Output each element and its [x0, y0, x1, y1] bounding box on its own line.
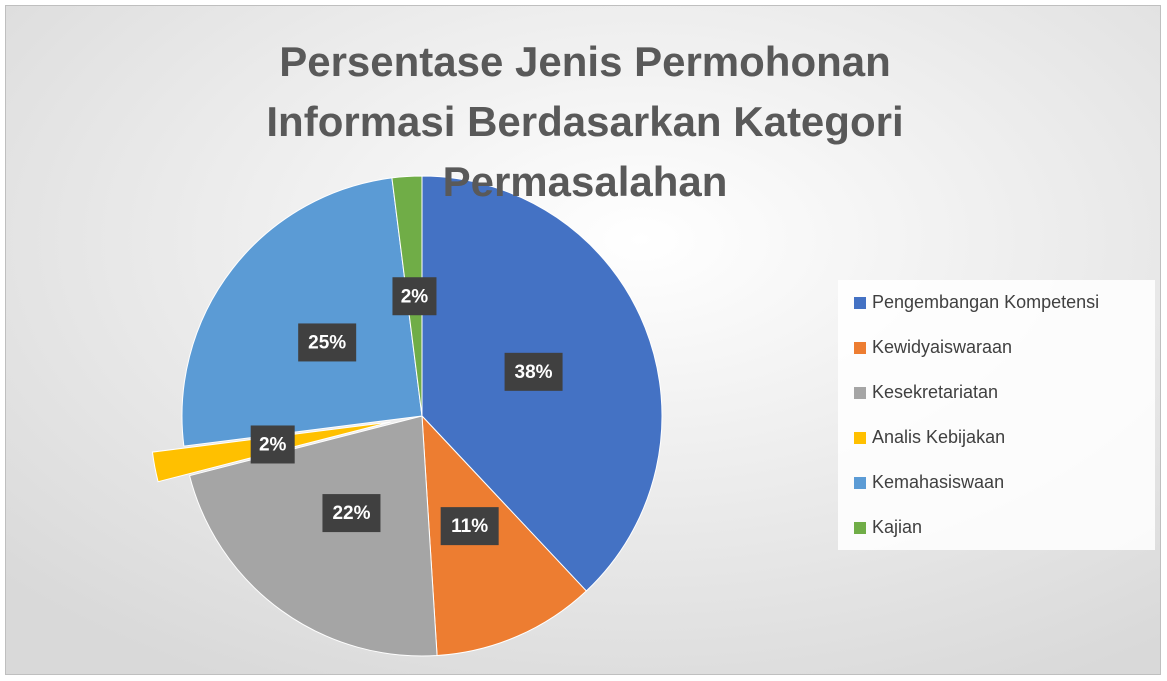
legend-swatch	[854, 297, 866, 309]
legend-swatch	[854, 432, 866, 444]
data-label-box	[440, 507, 499, 546]
data-label: 11%	[451, 516, 488, 537]
legend-swatch	[854, 477, 866, 489]
pie-slice	[421, 414, 587, 657]
legend-swatch	[854, 387, 866, 399]
data-label-box	[250, 425, 295, 464]
legend-swatch	[854, 342, 866, 354]
data-label: 2%	[259, 434, 287, 455]
legend-label: Analis Kebijakan	[872, 427, 1005, 447]
data-label-box	[504, 352, 563, 391]
legend-label: Kemahasiswaan	[872, 472, 1004, 492]
pie-slice	[181, 177, 423, 447]
legend-box	[838, 280, 1155, 550]
data-label: 38%	[515, 362, 553, 383]
data-label-box	[322, 494, 381, 533]
data-label: 22%	[332, 503, 370, 524]
legend-swatch	[854, 522, 866, 534]
data-label-box	[392, 277, 437, 316]
legend-label: Pengembangan Kompetensi	[872, 292, 1099, 312]
data-label-box	[298, 323, 357, 362]
legend-label: Kajian	[872, 517, 922, 537]
legend-label: Kewidyaiswaraan	[872, 337, 1012, 357]
legend-label: Kesekretariatan	[872, 382, 998, 402]
pie-slice	[188, 415, 438, 657]
data-label: 2%	[401, 286, 429, 307]
data-label: 25%	[308, 332, 346, 353]
chart-title: Persentase Jenis Permohonan Informasi Be…	[266, 38, 904, 205]
